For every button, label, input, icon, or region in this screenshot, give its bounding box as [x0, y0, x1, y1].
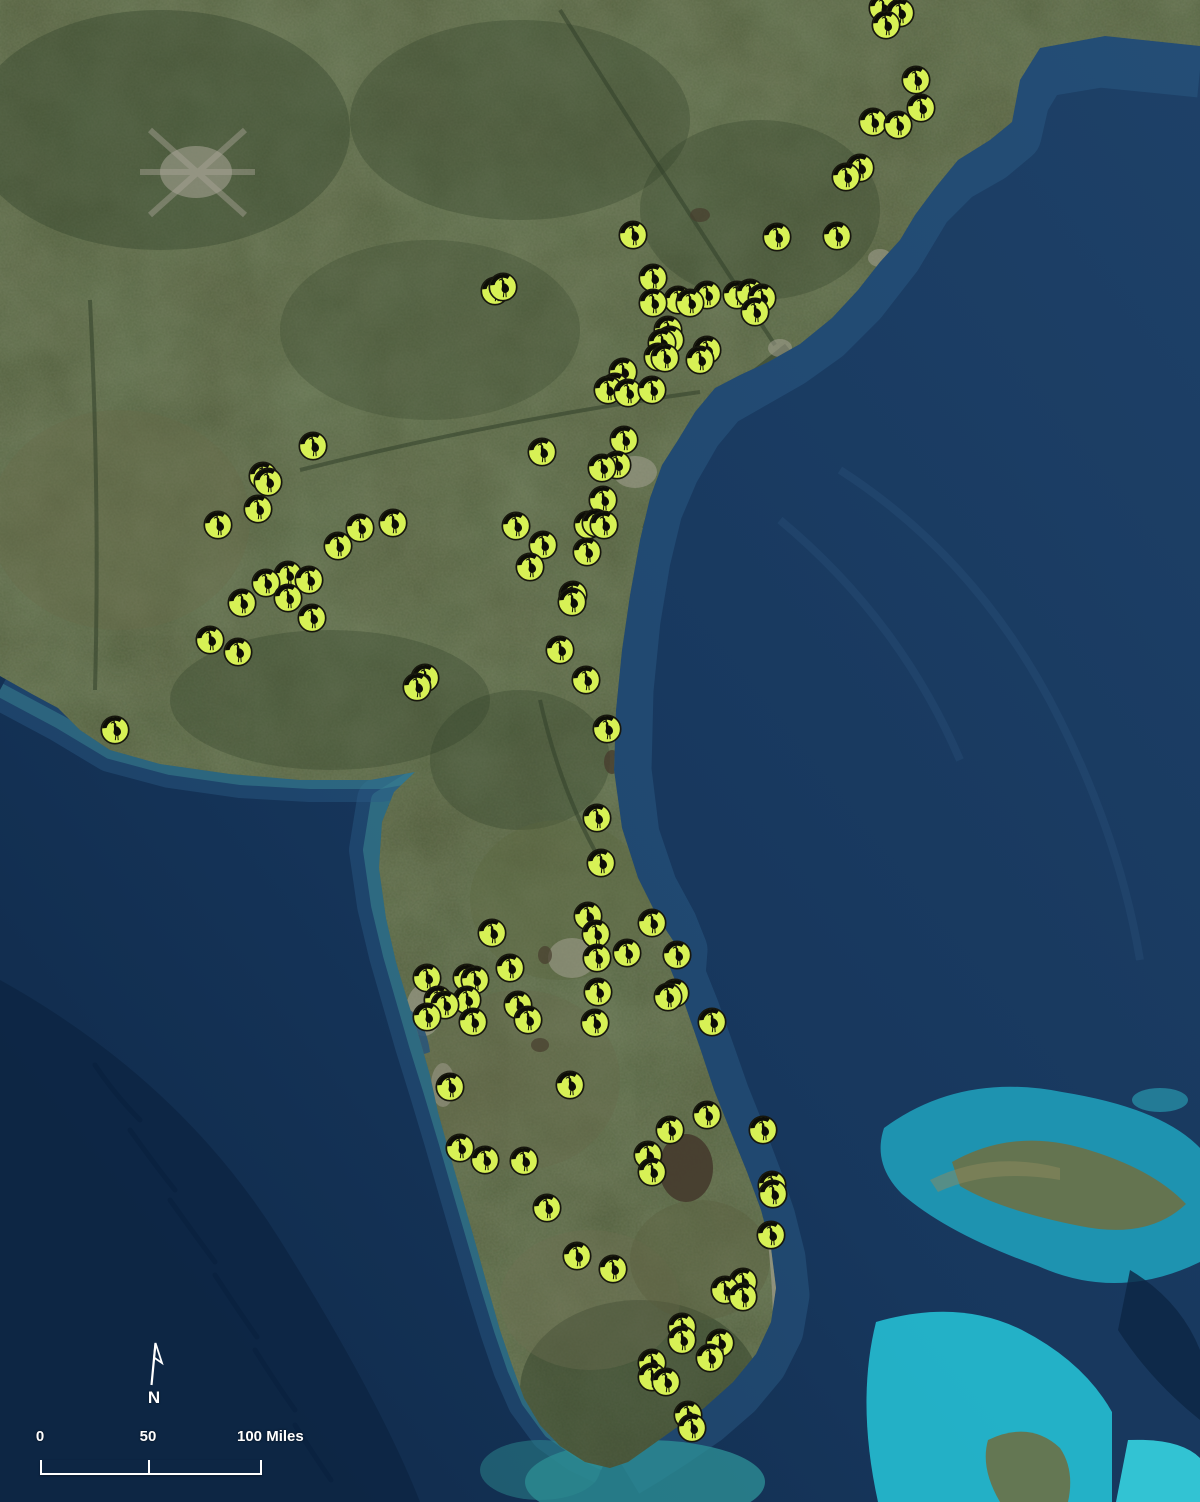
- north-arrow: N: [136, 1336, 172, 1408]
- colony-marker: [675, 288, 705, 318]
- colony-marker: [495, 953, 525, 983]
- colony-marker: [637, 908, 667, 938]
- colony-marker: [692, 1100, 722, 1130]
- atlantic-contours: [777, 466, 1144, 961]
- colony-marker: [435, 1072, 465, 1102]
- colony-marker: [100, 715, 130, 745]
- colony-marker: [637, 1157, 667, 1187]
- colony-marker: [412, 1002, 442, 1032]
- colony-marker: [501, 511, 531, 541]
- colony-marker: [562, 1241, 592, 1271]
- colony-marker: [515, 552, 545, 582]
- colony-marker: [253, 467, 283, 497]
- scale-bar-mid-tick: [148, 1460, 150, 1473]
- colony-marker: [613, 378, 643, 408]
- colony-marker: [822, 221, 852, 251]
- colony-marker: [758, 1179, 788, 1209]
- colony-marker: [273, 583, 303, 613]
- colony-marker: [609, 425, 639, 455]
- colony-marker: [662, 940, 692, 970]
- colony-marker: [612, 938, 642, 968]
- colony-marker: [323, 531, 353, 561]
- colony-marker: [509, 1146, 539, 1176]
- colony-marker: [762, 222, 792, 252]
- colony-marker: [298, 431, 328, 461]
- north-label: N: [147, 1388, 161, 1407]
- colony-marker: [488, 272, 518, 302]
- colony-marker: [598, 1254, 628, 1284]
- colony-marker: [906, 93, 936, 123]
- colony-marker: [740, 297, 770, 327]
- colony-marker: [756, 1220, 786, 1250]
- colony-marker: [728, 1282, 758, 1312]
- colony-marker: [653, 982, 683, 1012]
- colony-marker: [582, 803, 612, 833]
- colony-marker: [695, 1343, 725, 1373]
- colony-marker: [555, 1070, 585, 1100]
- colony-marker: [592, 714, 622, 744]
- colony-marker: [458, 1007, 488, 1037]
- colony-marker: [445, 1133, 475, 1163]
- colony-marker: [470, 1145, 500, 1175]
- colony-marker: [901, 65, 931, 95]
- scale-bar-labels: 0 50 100 Miles: [0, 1428, 360, 1448]
- bahama-banks: [866, 1086, 1200, 1502]
- colony-marker: [831, 162, 861, 192]
- colony-marker: [586, 848, 616, 878]
- colony-marker: [677, 1413, 707, 1443]
- colony-marker: [580, 1008, 610, 1038]
- colony-marker: [243, 494, 273, 524]
- colony-marker: [637, 375, 667, 405]
- colony-marker: [513, 1005, 543, 1035]
- colony-marker: [858, 107, 888, 137]
- colony-marker: [545, 635, 575, 665]
- colony-marker: [587, 453, 617, 483]
- colony-marker: [477, 918, 507, 948]
- colony-marker: [583, 977, 613, 1007]
- colony-marker: [572, 537, 602, 567]
- scale-label-50: 50: [139, 1428, 157, 1445]
- colony-marker: [748, 1115, 778, 1145]
- colony-marker: [532, 1193, 562, 1223]
- colony-marker: [527, 437, 557, 467]
- colony-marker: [203, 510, 233, 540]
- colony-marker: [571, 665, 601, 695]
- colony-marker: [582, 943, 612, 973]
- colony-marker: [589, 510, 619, 540]
- colony-marker: [883, 110, 913, 140]
- colony-marker: [667, 1325, 697, 1355]
- colony-marker: [655, 1115, 685, 1145]
- colony-marker: [697, 1007, 727, 1037]
- north-arrow-needle: [150, 1342, 164, 1386]
- gulf-ridge-texture: [92, 1062, 334, 1483]
- colony-marker: [650, 343, 680, 373]
- colony-marker: [345, 513, 375, 543]
- colony-marker: [871, 10, 901, 40]
- colony-marker: [227, 588, 257, 618]
- colony-marker: [685, 345, 715, 375]
- scale-bar-bracket: [40, 1460, 262, 1475]
- colony-marker: [402, 672, 432, 702]
- colony-marker: [195, 625, 225, 655]
- colony-marker: [297, 603, 327, 633]
- colony-marker: [618, 220, 648, 250]
- scale-label-100-miles: 100 Miles: [237, 1428, 304, 1445]
- scale-bar: 0 50 100 Miles: [0, 1428, 360, 1488]
- colony-marker: [378, 508, 408, 538]
- colony-marker: [638, 288, 668, 318]
- colony-marker: [638, 263, 668, 293]
- scale-label-0: 0: [35, 1428, 45, 1445]
- colony-marker: [651, 1367, 681, 1397]
- colony-marker: [223, 637, 253, 667]
- colony-marker: [557, 587, 587, 617]
